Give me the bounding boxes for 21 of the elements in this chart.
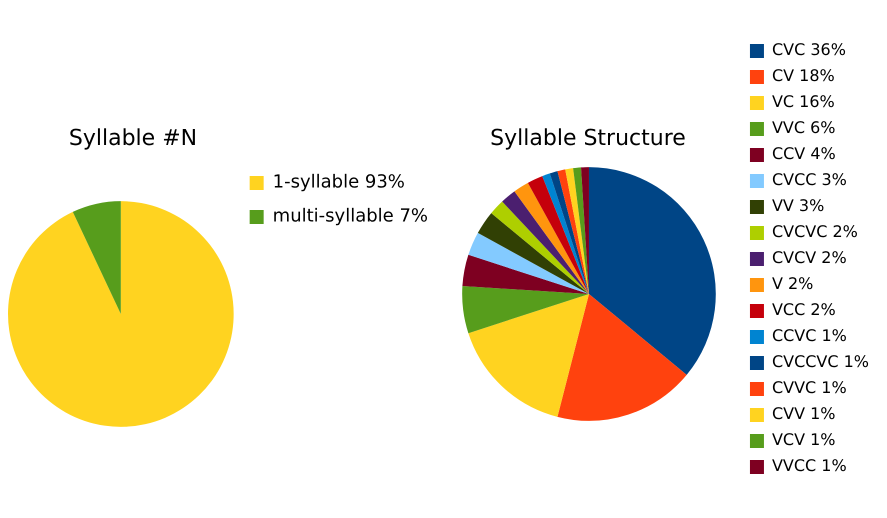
legend-label: 1-syllable 93% xyxy=(272,172,405,193)
legend-label: CV 18% xyxy=(772,66,835,86)
legend-label: CVV 1% xyxy=(772,404,836,424)
legend-label: CCV 4% xyxy=(772,144,836,164)
chart-title: Syllable #N xyxy=(68,126,198,151)
legend-label: CVCCVC 1% xyxy=(772,352,869,372)
legend-label: VC 16% xyxy=(772,92,835,112)
text: Syllable Structure xyxy=(489,126,687,151)
legend-label: VVC 6% xyxy=(772,118,836,138)
legend-label: VCV 1% xyxy=(772,430,836,450)
legend-label: CVCV 2% xyxy=(772,248,847,268)
legend-label: VV 3% xyxy=(772,196,824,216)
legend-label: CVVC 1% xyxy=(772,378,847,398)
legend-label: V 2% xyxy=(772,274,814,294)
legend-label: CVCC 3% xyxy=(772,170,847,190)
legend-label: CCVC 1% xyxy=(772,326,847,346)
legend-label: VCC 2% xyxy=(772,300,836,320)
legend-label: multi-syllable 7% xyxy=(272,206,428,227)
legend-label: CVCVC 2% xyxy=(772,222,858,242)
legend-label: VVCC 1% xyxy=(772,456,847,476)
legend-label: CVC 36% xyxy=(772,40,846,60)
